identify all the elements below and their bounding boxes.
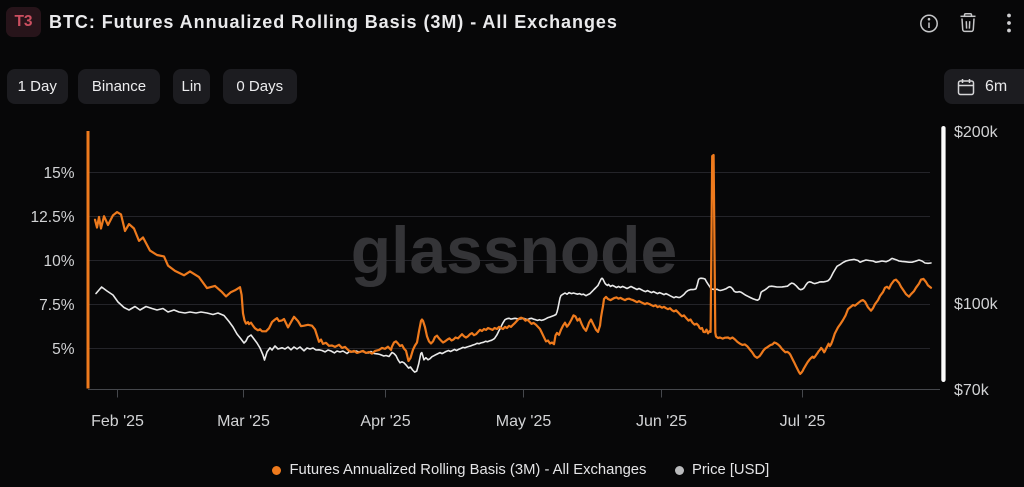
svg-text:10%: 10% bbox=[43, 253, 74, 270]
svg-text:glassnode: glassnode bbox=[351, 213, 677, 287]
svg-text:$200k: $200k bbox=[954, 124, 999, 141]
svg-text:Apr '25: Apr '25 bbox=[360, 413, 410, 430]
svg-text:Jul '25: Jul '25 bbox=[780, 413, 826, 430]
svg-text:Jun '25: Jun '25 bbox=[636, 413, 687, 430]
svg-text:7.5%: 7.5% bbox=[39, 297, 75, 314]
svg-text:May '25: May '25 bbox=[496, 413, 552, 430]
svg-text:$100k: $100k bbox=[954, 296, 999, 313]
svg-text:Feb '25: Feb '25 bbox=[91, 413, 144, 430]
svg-text:$70k: $70k bbox=[954, 382, 990, 399]
svg-text:5%: 5% bbox=[52, 341, 75, 358]
svg-text:Mar '25: Mar '25 bbox=[217, 413, 270, 430]
svg-text:12.5%: 12.5% bbox=[31, 209, 75, 226]
svg-text:15%: 15% bbox=[43, 165, 74, 182]
